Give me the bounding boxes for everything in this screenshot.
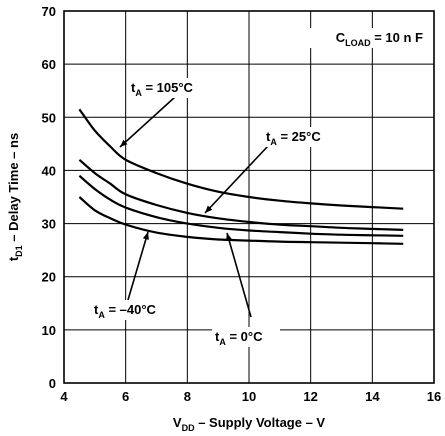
y-tick-label: 70 bbox=[42, 4, 56, 19]
y-tick-label: 30 bbox=[42, 217, 56, 232]
axis-title-y: tD1 – Delay Time – ns bbox=[6, 133, 24, 261]
arrow-105c-head bbox=[120, 139, 128, 147]
y-tick-label: 0 bbox=[49, 376, 56, 391]
curve-105c bbox=[78, 108, 404, 210]
x-tick-label: 14 bbox=[365, 389, 380, 404]
arrow-0c bbox=[226, 232, 252, 318]
x-tick-label: 16 bbox=[427, 389, 441, 404]
arrow-25c-head bbox=[205, 205, 213, 213]
label-105c: tA = 105°C bbox=[131, 80, 194, 98]
curve-25c bbox=[78, 158, 404, 231]
x-tick-label: 10 bbox=[242, 389, 256, 404]
series-curves bbox=[78, 108, 404, 245]
label-minus40c: tA = –40°C bbox=[94, 302, 157, 320]
label-0c-bg bbox=[212, 327, 280, 347]
x-tick-label: 8 bbox=[184, 389, 191, 404]
label-25c-bg bbox=[263, 127, 337, 147]
axis-titles: VDD – Supply Voltage – V tD1 – Delay Time… bbox=[6, 133, 325, 433]
annotation-arrows bbox=[119, 96, 269, 318]
axis-title-x: VDD – Supply Voltage – V bbox=[173, 415, 326, 433]
x-tick-label: 6 bbox=[122, 389, 129, 404]
curve-0c bbox=[78, 174, 404, 237]
arrow-25c bbox=[204, 145, 269, 214]
condition-label-bg bbox=[302, 28, 426, 48]
y-tick-label: 50 bbox=[42, 110, 56, 125]
plot-frame bbox=[63, 10, 435, 384]
label-105c-bg bbox=[128, 78, 212, 98]
arrow-minus40c bbox=[127, 231, 149, 301]
label-minus40c-bg bbox=[91, 300, 171, 320]
curve-minus40c bbox=[78, 196, 404, 245]
y-tick-label: 10 bbox=[42, 323, 56, 338]
x-tick-label: 12 bbox=[303, 389, 317, 404]
arrow-105c bbox=[119, 96, 176, 148]
arrow-minus40c-head bbox=[142, 232, 149, 240]
y-tick-label: 40 bbox=[42, 163, 56, 178]
y-tick-label: 20 bbox=[42, 270, 56, 285]
label-25c: tA = 25°C bbox=[266, 129, 321, 147]
label-0c: tA = 0°C bbox=[215, 329, 263, 347]
arrow-0c-head bbox=[226, 233, 232, 241]
annotation-labels: CLOAD = 10 n F tA = 105°C tA = 25°C tA = 0°… bbox=[91, 28, 426, 347]
condition-label: CLOAD = 10 n F bbox=[336, 30, 423, 48]
y-tick-label: 60 bbox=[42, 57, 56, 72]
tick-labels: 4 6 8 10 12 14 16 0 10 20 30 40 50 60 70 bbox=[42, 4, 442, 404]
x-tick-label: 4 bbox=[60, 389, 68, 404]
